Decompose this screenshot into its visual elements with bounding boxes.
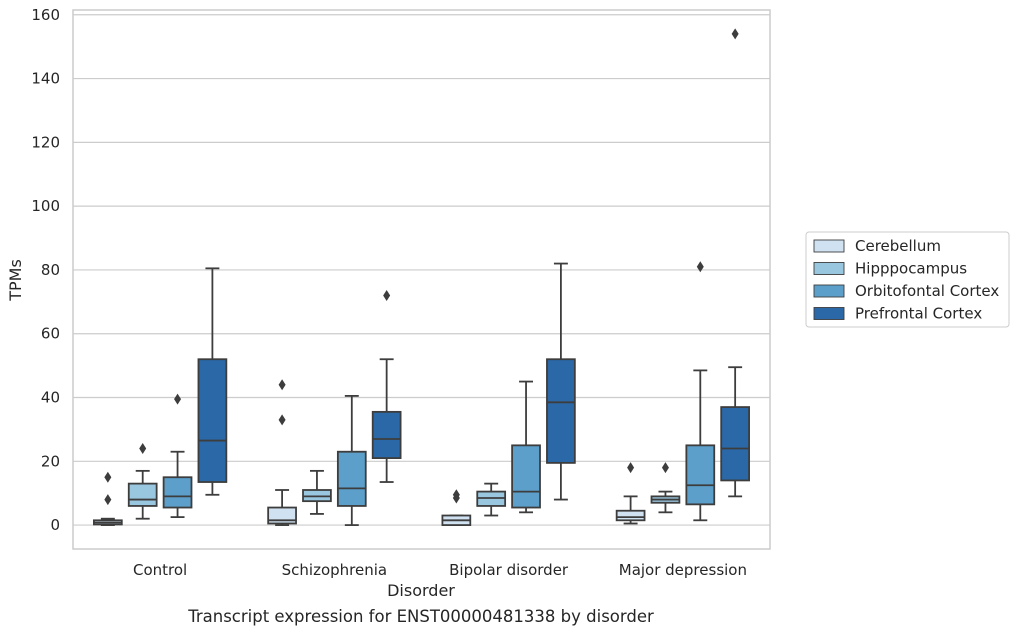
box: [720, 406, 750, 482]
y-axis-label: TPMs: [6, 259, 25, 302]
legend-swatch: [813, 239, 845, 253]
y-tick-label: 0: [50, 516, 60, 534]
box: [511, 444, 541, 509]
box: [162, 476, 193, 509]
plot-frame: [72, 9, 771, 550]
box-plot: [685, 261, 716, 522]
box: [615, 509, 646, 522]
legend-label: Prefrontal Cortex: [855, 305, 982, 323]
outlier-point: [661, 462, 669, 474]
box-plot: [476, 482, 507, 517]
box-plot: [371, 289, 402, 483]
outlier-point: [731, 28, 739, 40]
y-tick-label: 100: [31, 197, 60, 215]
box-plot: [127, 443, 158, 520]
outlier-point: [104, 471, 112, 483]
outlier-point: [278, 379, 286, 391]
y-tick-label: 160: [31, 6, 60, 24]
box-plot: [615, 462, 646, 525]
legend-frame: [805, 231, 1010, 328]
box-plots: [93, 28, 750, 526]
outlier-point: [139, 443, 147, 455]
x-axis-label: Disorder: [387, 581, 455, 600]
box-plot: [162, 393, 193, 519]
grid-lines: [73, 14, 770, 526]
outlier-point: [627, 462, 635, 474]
box-plot: [546, 262, 576, 501]
box-plot: [720, 28, 750, 498]
outlier-point: [696, 261, 704, 273]
x-tick-label: Schizophrenia: [282, 561, 387, 579]
y-tick-label: 40: [41, 389, 60, 407]
x-tick-label: Bipolar disorder: [449, 561, 569, 579]
box-plot: [511, 380, 541, 514]
y-tick-label: 60: [41, 325, 60, 343]
outlier-point: [452, 489, 460, 501]
box-plot: [93, 471, 123, 526]
box: [546, 358, 576, 464]
box: [336, 450, 367, 507]
legend-label: Cerebellum: [855, 237, 941, 255]
y-tick-label: 120: [31, 133, 60, 151]
box-plot: [197, 267, 228, 496]
box: [371, 410, 402, 460]
box-plot: [336, 395, 367, 526]
outlier-point: [383, 289, 391, 301]
y-tick-label: 20: [41, 452, 60, 470]
x-tick-label: Control: [133, 561, 187, 579]
y-tick-label: 80: [41, 261, 60, 279]
box-plot: [302, 469, 332, 515]
box-plot: [267, 379, 297, 526]
y-tick-label: 140: [31, 70, 60, 88]
legend-label: Orbitofontal Cortex: [855, 282, 999, 300]
y-tick-labels: 0 20 40 60 80 100 120 140 160: [31, 6, 60, 534]
legend-swatch: [813, 284, 845, 298]
x-tick-labels: Control Schizophrenia Bipolar disorder Majo…: [133, 561, 747, 579]
chart-caption: Transcript expression for ENST0000048133…: [187, 607, 654, 626]
box-plot: [441, 489, 472, 526]
box: [685, 444, 716, 506]
legend-swatch: [813, 307, 845, 320]
outlier-point: [278, 414, 286, 426]
box: [127, 482, 158, 507]
box: [197, 358, 228, 483]
outlier-point: [174, 393, 182, 405]
box-plot: [650, 462, 681, 514]
x-tick-label: Major depression: [619, 561, 747, 579]
legend: Cerebellum Hipppocampus Orbitofontal Corte…: [805, 231, 1010, 328]
outlier-point: [104, 494, 112, 506]
legend-label: Hipppocampus: [855, 260, 967, 278]
legend-swatch: [813, 262, 845, 275]
